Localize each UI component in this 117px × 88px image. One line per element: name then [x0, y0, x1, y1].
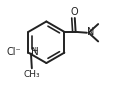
Text: N: N: [31, 47, 38, 57]
Text: +: +: [31, 46, 37, 55]
Text: N: N: [87, 27, 95, 37]
Text: O: O: [71, 7, 78, 17]
Text: CH₃: CH₃: [24, 70, 40, 79]
Text: Cl⁻: Cl⁻: [6, 47, 21, 57]
